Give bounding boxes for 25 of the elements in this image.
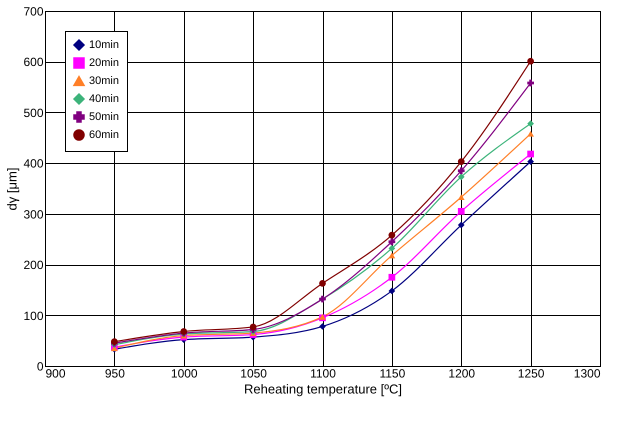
x-tick-label: 1050 bbox=[240, 366, 268, 380]
y-tick-label: 600 bbox=[23, 55, 44, 70]
y-tick-label: 500 bbox=[23, 106, 44, 120]
x-tick-label: 1100 bbox=[310, 366, 336, 380]
x-tick-label: 1300 bbox=[574, 366, 601, 380]
legend-label: 10min bbox=[89, 39, 119, 51]
x-tick-label: 1150 bbox=[379, 366, 406, 380]
legend-label: 60min bbox=[89, 129, 119, 141]
legend-label: 50min bbox=[89, 111, 119, 123]
legend-label: 30min bbox=[89, 75, 119, 87]
legend-label: 40min bbox=[89, 93, 119, 105]
x-tick-label: 1250 bbox=[518, 366, 545, 380]
y-tick-label: 400 bbox=[23, 156, 44, 171]
x-tick-label: 1200 bbox=[448, 366, 476, 380]
y-tick-label: 100 bbox=[23, 308, 44, 323]
x-axis-title: Reheating temperature [ºC] bbox=[244, 382, 402, 396]
y-tick-label: 200 bbox=[23, 258, 44, 272]
x-tick-label: 900 bbox=[46, 366, 66, 380]
y-tick-label: 300 bbox=[23, 207, 44, 222]
x-tick-label: 950 bbox=[104, 366, 126, 380]
y-axis-title: dγ [μm] bbox=[4, 168, 20, 210]
x-tick-label: 1000 bbox=[170, 366, 198, 380]
legend-label: 20min bbox=[89, 57, 119, 69]
y-tick-label: 700 bbox=[23, 4, 44, 18]
y-tick-label: 0 bbox=[36, 360, 44, 374]
